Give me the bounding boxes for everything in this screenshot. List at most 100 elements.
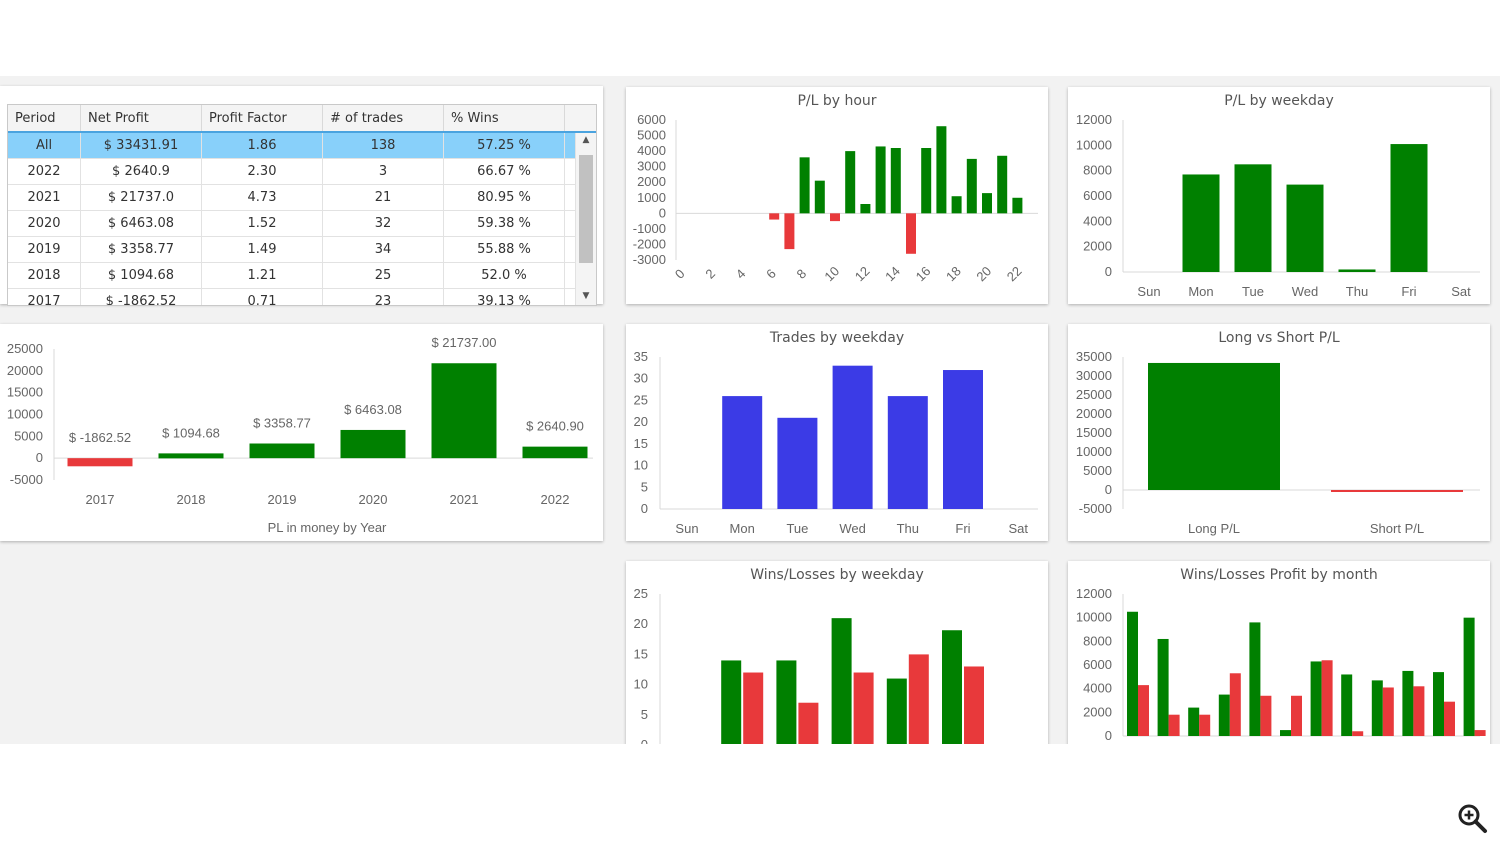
bar-hour-6	[769, 213, 780, 220]
x-tick-label: 20	[973, 263, 994, 284]
bar-wins-month-7	[1310, 661, 1322, 736]
trades-by-weekday-chart: 35 30 25 20 15 10 5 0 Sun Mon Tue Wed Thu Fri Sat	[634, 349, 1038, 536]
y-tick-label: 6000	[637, 112, 666, 127]
x-tick-label: 22	[1004, 263, 1025, 284]
column-header-period[interactable]: Period	[8, 105, 81, 131]
cell-net-profit: $ -1862.52	[81, 289, 202, 305]
table-row[interactable]: 2018 $ 1094.68 1.21 25 52.0 %	[8, 263, 575, 289]
y-tick-label: 4000	[1083, 213, 1112, 228]
table-body: All $ 33431.91 1.86 138 57.25 % 2022 $ 2…	[8, 133, 575, 305]
y-tick-label: 5000	[14, 428, 43, 443]
bar-losses-month-9	[1382, 687, 1394, 736]
x-tick-label: 0	[672, 266, 688, 282]
column-header-profit-factor[interactable]: Profit Factor	[202, 105, 323, 131]
bar-short-p-l	[1331, 490, 1463, 492]
x-tick-label: Sat	[1451, 284, 1471, 299]
bar-hour-7	[784, 213, 795, 250]
y-tick-label: -5000	[1079, 501, 1112, 516]
x-tick-label: 4	[733, 266, 749, 282]
chart-title: Trades by weekday	[769, 330, 905, 346]
y-tick-label: 2000	[1083, 239, 1112, 254]
y-tick-label: 5000	[637, 128, 666, 143]
column-header-net-profit[interactable]: Net Profit	[81, 105, 202, 131]
cell-trades: 3	[323, 159, 444, 184]
stats-table-panel: Period Net Profit Profit Factor # of tra…	[0, 86, 603, 306]
y-tick-label: 35	[634, 349, 648, 364]
bar-wins-month-9	[1371, 680, 1383, 736]
y-tick-label: 25	[634, 392, 648, 407]
y-tick-label: 0	[641, 501, 648, 516]
y-tick-label: 4000	[637, 143, 666, 158]
bar-wins-month-10	[1402, 670, 1414, 736]
bar-losses-thu	[908, 654, 929, 744]
y-tick-label: 20	[634, 616, 648, 631]
zoom-in-magnifier-icon[interactable]	[1456, 802, 1488, 834]
pl-by-weekday-chart: 12000 10000 8000 6000 4000 2000 0 Sun Mon Tue Wed T…	[1076, 112, 1480, 299]
y-tick-label: 0	[659, 205, 666, 220]
bar-losses-month-4	[1229, 673, 1241, 736]
stats-table[interactable]: Period Net Profit Profit Factor # of tra…	[7, 104, 597, 306]
bar-wins-month-4	[1218, 694, 1230, 736]
x-tick-label: Tue	[1242, 284, 1264, 299]
cell-net-profit: $ 1094.68	[81, 263, 202, 288]
x-tick-label: 2019	[268, 492, 297, 507]
y-tick-label: 25	[634, 586, 648, 601]
y-tick-label: -2000	[633, 236, 666, 251]
vertical-scrollbar[interactable]: ▲ ▼	[575, 133, 596, 305]
chart-title: Long vs Short P/L	[1218, 330, 1340, 346]
table-row[interactable]: 2021 $ 21737.0 4.73 21 80.95 %	[8, 185, 575, 211]
scrollbar-thumb[interactable]	[579, 155, 593, 263]
table-row[interactable]: 2022 $ 2640.9 2.30 3 66.67 %	[8, 159, 575, 185]
bar-year-2021	[431, 363, 497, 459]
x-tick-label: 8	[794, 266, 810, 282]
y-tick-label: 2000	[637, 174, 666, 189]
y-tick-label: 35000	[1076, 349, 1112, 364]
bar-wins-month-12	[1463, 617, 1475, 736]
cell-wins: 39.13 %	[444, 289, 565, 305]
x-tick-label: 2018	[177, 492, 206, 507]
cell-profit-factor: 0.71	[202, 289, 323, 305]
y-tick-label: 3000	[637, 159, 666, 174]
y-tick-label: 15000	[7, 385, 43, 400]
bar-losses-month-8	[1352, 731, 1364, 736]
bar-hour-12	[860, 204, 871, 214]
bar-wins-thu	[886, 678, 907, 744]
bar-wins-mon	[721, 660, 742, 744]
bar-weekday-wed	[1286, 184, 1324, 272]
column-header-wins[interactable]: % Wins	[444, 105, 565, 131]
cell-wins: 55.88 %	[444, 237, 565, 262]
y-tick-label: 10000	[7, 407, 43, 422]
x-tick-label: 16	[913, 263, 934, 284]
scroll-up-arrow-icon[interactable]: ▲	[582, 135, 590, 145]
chart-panel-pl-by-year: 25000 20000 15000 10000 5000 0 -5000 $ -1862.52…	[0, 324, 603, 541]
cell-wins: 66.67 %	[444, 159, 565, 184]
bar-year-2022	[522, 446, 588, 459]
x-tick-label: Wed	[1292, 284, 1319, 299]
x-tick-label: 2017	[86, 492, 115, 507]
table-row[interactable]: 2020 $ 6463.08 1.52 32 59.38 %	[8, 211, 575, 237]
y-tick-label: 15000	[1076, 425, 1112, 440]
x-tick-label: 2020	[359, 492, 388, 507]
column-header-trades[interactable]: # of trades	[323, 105, 444, 131]
bar-wins-month-6	[1280, 730, 1291, 736]
y-tick-label: 20000	[1076, 406, 1112, 421]
bar-hour-9	[814, 180, 825, 214]
cell-trades: 23	[323, 289, 444, 305]
table-row[interactable]: All $ 33431.91 1.86 138 57.25 %	[8, 133, 575, 159]
table-row[interactable]: 2017 $ -1862.52 0.71 23 39.13 %	[8, 289, 575, 305]
chart-panel-pl-by-weekday: P/L by weekday 12000 10000 8000 6000 4000 200…	[1068, 87, 1490, 304]
scroll-down-arrow-icon[interactable]: ▼	[582, 291, 590, 301]
bar-wins-month-11	[1433, 672, 1444, 736]
bar-trades-fri	[943, 370, 983, 509]
cell-trades: 138	[323, 133, 444, 158]
cell-profit-factor: 4.73	[202, 185, 323, 210]
wins-losses-month-chart: 12000 10000 8000 6000 4000 2000 0	[1076, 586, 1486, 743]
bar-hour-21	[997, 155, 1008, 214]
chart-title: Wins/Losses Profit by month	[1180, 567, 1378, 583]
bar-hour-10	[830, 213, 840, 222]
data-label: $ 21737.00	[431, 335, 496, 350]
cell-trades: 34	[323, 237, 444, 262]
table-row[interactable]: 2019 $ 3358.77 1.49 34 55.88 %	[8, 237, 575, 263]
y-tick-label: 1000	[637, 190, 666, 205]
bar-year-2018	[158, 453, 224, 459]
